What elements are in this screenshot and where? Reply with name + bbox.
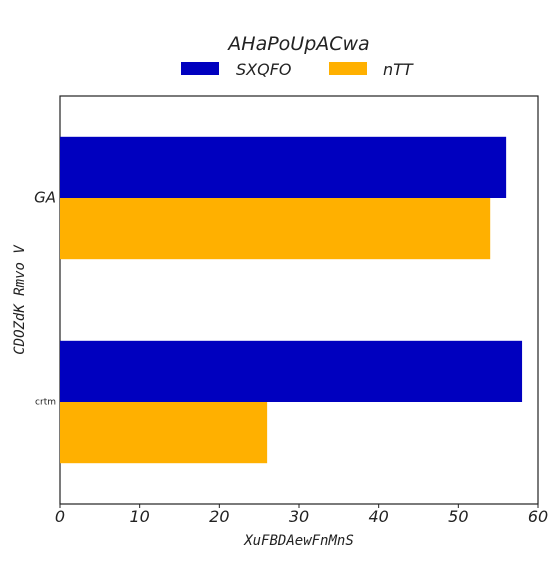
y-tick-label-ga: GA	[34, 189, 56, 207]
legend-label-sxqfo: SXQFO	[236, 60, 292, 79]
bar-ntt-crtm	[60, 402, 268, 464]
legend-swatch-sxqfo	[181, 62, 219, 75]
x-tick-labels: 0 10 20 30 40 50 60	[55, 504, 548, 526]
bars-group	[60, 136, 523, 464]
legend-swatch-ntt	[329, 62, 367, 75]
bar-ntt-ga	[60, 198, 491, 260]
x-axis-label: XuFBDAewFnMnS	[243, 533, 354, 549]
bar-sxqfo-ga	[60, 136, 507, 198]
x-tick-label-10: 10	[129, 507, 149, 526]
y-axis-label: CDOZdK Rmvo V	[12, 244, 28, 355]
legend-label-ntt: nTT	[383, 60, 414, 79]
legend: SXQFO nTT	[181, 60, 414, 79]
x-tick-label-60: 60	[528, 507, 548, 526]
x-tick-label-30: 30	[289, 507, 309, 526]
y-tick-label-crtm: crtm	[35, 398, 56, 408]
x-tick-label-50: 50	[448, 507, 468, 526]
y-tick-labels: GA crtm	[34, 189, 56, 408]
x-tick-label-0: 0	[55, 507, 65, 526]
bar-sxqfo-crtm	[60, 340, 523, 402]
x-tick-label-40: 40	[368, 507, 388, 526]
x-tick-label-20: 20	[209, 507, 229, 526]
chart-title: AHaPoUpACwa	[226, 33, 369, 55]
